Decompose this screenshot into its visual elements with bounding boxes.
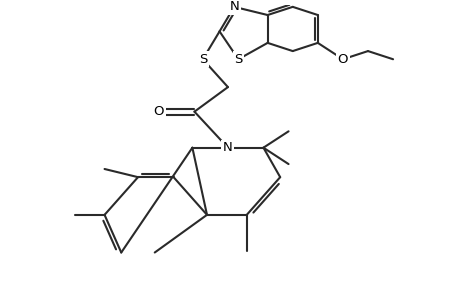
Text: O: O [153, 105, 164, 118]
Text: O: O [337, 53, 347, 66]
Text: N: N [229, 0, 239, 14]
Text: S: S [234, 53, 242, 66]
Text: N: N [223, 141, 232, 154]
Text: S: S [198, 53, 207, 66]
